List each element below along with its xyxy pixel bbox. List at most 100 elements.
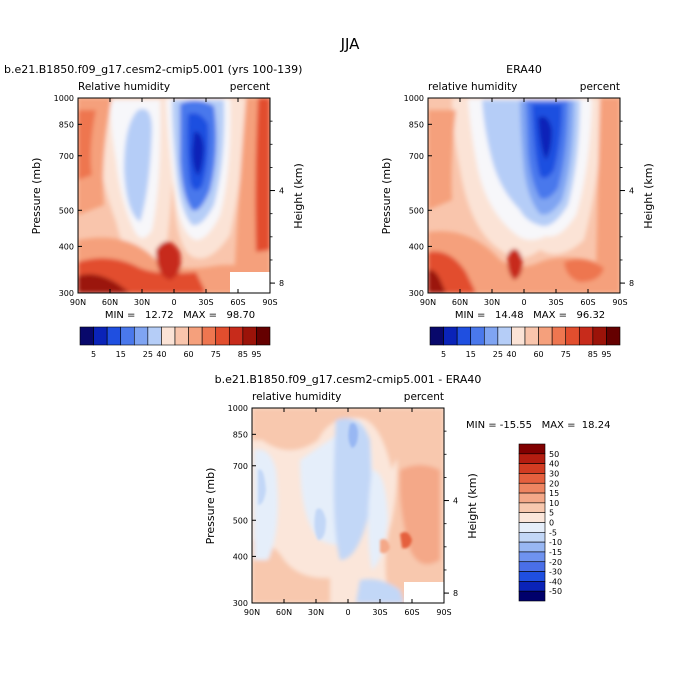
obs-sh-peak <box>564 259 604 282</box>
colorbar-box <box>228 326 244 346</box>
colorbar-label: 75 <box>561 350 571 359</box>
x-tick-label: 90N <box>70 298 86 307</box>
colorbar-label: 85 <box>588 350 598 359</box>
obs-bottom-95 <box>428 269 446 293</box>
x-tick-label: 30S <box>548 298 563 307</box>
colorbar-label: -50 <box>549 587 562 596</box>
x-tick-label: 30N <box>308 608 324 617</box>
y-tick-label: 700 <box>59 152 74 161</box>
colorbar-label: -20 <box>549 558 562 567</box>
colorbar-label: -40 <box>549 577 562 586</box>
panel-model-field <box>78 98 270 293</box>
panel-model-ylabel: Pressure (mb) <box>30 158 43 235</box>
diff-neg-spot-3 <box>314 508 326 540</box>
colorbar-label: 15 <box>466 350 476 359</box>
panel-model-subtitle-left: Relative humidity <box>78 81 170 93</box>
colorbar-label: 50 <box>549 450 559 459</box>
colorbar-box <box>518 551 546 563</box>
colorbar-label: 20 <box>549 479 559 488</box>
colorbar-label: 0 <box>549 519 554 528</box>
colorbar-box <box>518 522 546 533</box>
colorbar-box <box>518 473 546 484</box>
obs-right-75 <box>596 98 620 270</box>
diff-pos-spot-2 <box>380 539 390 554</box>
diff-neg-bottom <box>356 579 404 603</box>
panel-diff-title: b.e21.B1850.f09_g17.cesm2-cmip5.001 - ER… <box>215 373 482 386</box>
colorbar-box <box>147 326 162 346</box>
colorbar-label: 95 <box>251 350 261 359</box>
colorbar-label: 25 <box>143 350 153 359</box>
colorbar-label: 95 <box>601 350 611 359</box>
x-tick-label: 0 <box>345 608 350 617</box>
panel-obs-title: ERA40 <box>506 63 542 76</box>
colorbar-box <box>133 326 149 346</box>
diff-neg-spot-1 <box>348 423 358 448</box>
y-tick-label: 850 <box>59 120 74 129</box>
colorbar-label: -15 <box>549 548 562 557</box>
colorbar-box <box>256 326 271 346</box>
obs-contour-min <box>538 116 552 160</box>
colorbar-box <box>578 326 594 346</box>
panel-obs-y2label: Height (km) <box>642 163 655 229</box>
diff-pos-5-left <box>252 540 330 603</box>
panel-diff-y2label: Height (km) <box>466 473 479 539</box>
colorbar-box <box>161 326 176 346</box>
colorbar-box <box>106 326 122 346</box>
colorbar-box <box>511 326 526 346</box>
diff-neg-low-mid2 <box>333 418 372 560</box>
panel-obs-field <box>428 98 620 293</box>
colorbar-box <box>518 463 546 474</box>
colorbar-box <box>518 512 546 523</box>
panel-model-title: b.e21.B1850.f09_g17.cesm2-cmip5.001 (yrs… <box>4 63 302 76</box>
colorbar-box <box>565 326 580 346</box>
colorbar-box <box>538 326 553 346</box>
model-eq-peak <box>156 241 181 280</box>
y-tick-label: 500 <box>233 516 248 525</box>
panel-model-stats: MIN = 12.72 MAX = 98.70 <box>105 310 255 321</box>
y-tick-label: 400 <box>409 242 424 251</box>
x-tick-label: 60S <box>404 608 419 617</box>
colorbar-label: 85 <box>238 350 248 359</box>
panel-model-y2label: Height (km) <box>292 163 305 229</box>
y-tick-label: 400 <box>233 552 248 561</box>
panel-obs-subtitle-left: relative humidity <box>428 81 517 93</box>
colorbar-box <box>518 453 546 464</box>
panel-diff-field <box>252 408 444 603</box>
x-tick-label: 30N <box>134 298 150 307</box>
y2-tick-label: 8 <box>279 279 284 288</box>
obs-eq-peak <box>507 248 523 280</box>
y-tick-label: 400 <box>59 242 74 251</box>
panel-model: b.e21.B1850.f09_g17.cesm2-cmip5.001 (yrs… <box>4 63 305 359</box>
colorbar-box <box>518 492 546 504</box>
figure-title: JJA <box>340 35 361 53</box>
x-tick-label: 60N <box>452 298 468 307</box>
model-contour-25-a <box>124 108 152 222</box>
colorbar-label: 5 <box>441 350 446 359</box>
x-tick-label: 30S <box>372 608 387 617</box>
y-tick-label: 300 <box>409 289 424 298</box>
colorbar-label: 30 <box>549 469 559 478</box>
colorbar-box <box>429 326 444 346</box>
colorbar-box <box>524 326 539 346</box>
colorbar-label: 5 <box>91 350 96 359</box>
colorbar-label: 60 <box>533 350 543 359</box>
colorbar-label: 10 <box>549 499 559 508</box>
diff-neg-spot-2 <box>258 469 266 505</box>
x-tick-label: 90S <box>436 608 451 617</box>
colorbar-box <box>174 326 189 346</box>
panel-model-axes: 90N 60N 30N 0 30S 60S 90S 300 400 500 700 850 1000 8 4 <box>54 94 284 307</box>
colorbar-box <box>120 326 135 346</box>
model-right-85 <box>255 98 270 252</box>
panel-obs-subtitle-right: percent <box>580 81 620 93</box>
colorbar-box <box>592 326 607 346</box>
panel-model-subtitle-right: percent <box>230 81 270 93</box>
colorbar-box <box>497 326 512 346</box>
y-tick-label: 850 <box>409 120 424 129</box>
colorbar-box <box>518 482 546 494</box>
colorbar-box <box>79 326 94 346</box>
colorbar-label: 15 <box>116 350 126 359</box>
colorbar-box <box>483 326 499 346</box>
x-tick-label: 0 <box>171 298 176 307</box>
